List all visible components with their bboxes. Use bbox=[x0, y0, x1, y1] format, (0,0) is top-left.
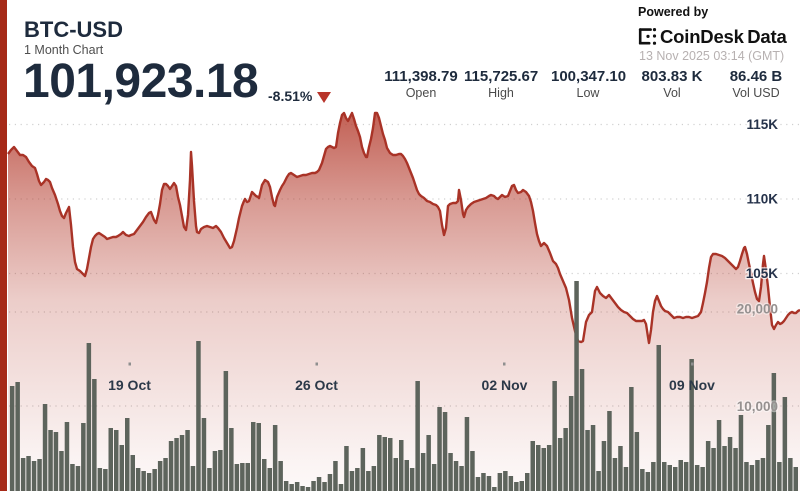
svg-text:110K: 110K bbox=[746, 192, 778, 207]
svg-text:10,000: 10,000 bbox=[737, 399, 778, 414]
svg-text:115K: 115K bbox=[746, 117, 778, 132]
svg-text:02 Nov: 02 Nov bbox=[482, 377, 528, 393]
svg-text:26 Oct: 26 Oct bbox=[295, 377, 338, 393]
svg-text:19 Oct: 19 Oct bbox=[108, 377, 151, 393]
svg-text:09 Nov: 09 Nov bbox=[669, 377, 715, 393]
svg-text:20,000: 20,000 bbox=[737, 302, 778, 317]
svg-text:105K: 105K bbox=[746, 266, 779, 281]
